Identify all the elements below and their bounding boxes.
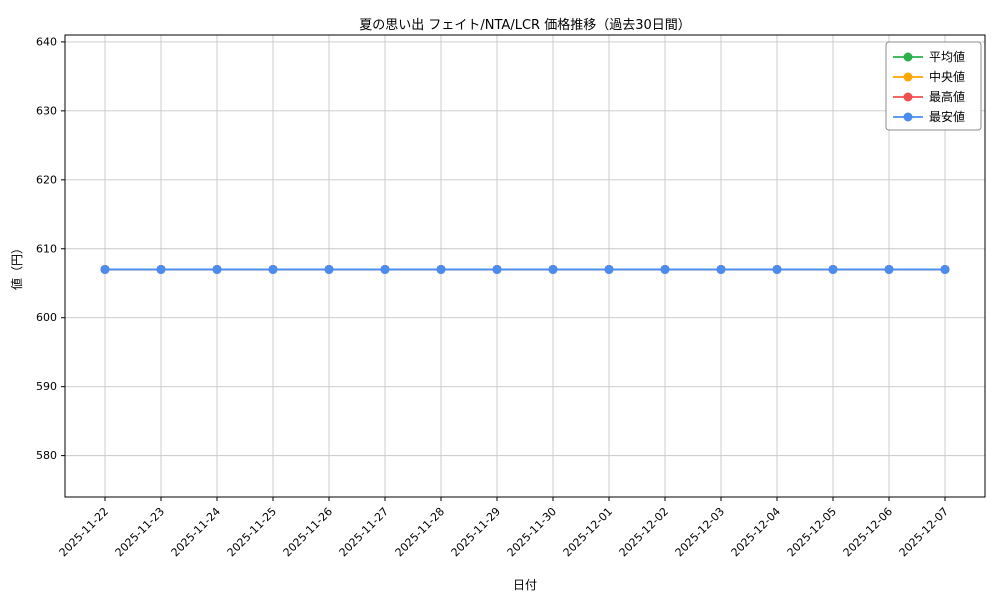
x-tick-label: 2025-12-06 [841,505,895,559]
data-point-marker [268,264,278,274]
series-最安値 [100,264,950,274]
x-tick-label: 2025-11-29 [449,505,503,559]
legend-item-平均値: 平均値 [893,49,965,64]
x-tick-label: 2025-11-24 [169,505,223,559]
x-axis-label: 日付 [512,578,537,592]
y-tick-label: 590 [36,380,57,393]
legend-marker [903,112,913,122]
legend-marker [903,72,913,82]
x-tick-label: 2025-11-26 [281,505,335,559]
x-tick-label: 2025-11-30 [505,505,559,559]
chart-title: 夏の思い出 フェイト/NTA/LCR 価格推移（過去30日間） [359,18,691,33]
x-tick-label: 2025-12-07 [897,505,951,559]
data-point-marker [100,264,110,274]
data-point-marker [772,264,782,274]
x-tick-label: 2025-12-01 [561,505,615,559]
x-tick-label: 2025-12-03 [673,505,727,559]
data-point-marker [660,264,670,274]
y-axis-ticks: 580 590 600 610 620 630 640 [36,35,65,462]
x-tick-label: 2025-11-27 [337,505,391,559]
y-tick-label: 580 [36,449,57,462]
x-tick-label: 2025-12-02 [617,505,671,559]
x-axis-ticks: 2025-11-22 2025-11-23 2025-11-24 2025-11-25… [57,497,951,559]
y-tick-label: 620 [36,173,57,186]
y-tick-label: 630 [36,104,57,117]
x-tick-label: 2025-12-04 [729,505,783,559]
data-point-marker [828,264,838,274]
data-point-marker [156,264,166,274]
data-point-marker [492,264,502,274]
y-tick-label: 600 [36,311,57,324]
x-tick-label: 2025-11-25 [225,505,279,559]
legend-label: 平均値 [929,49,965,64]
y-axis-label: 値（円） [10,242,24,291]
legend-box [885,41,982,131]
legend-item-最安値: 最安値 [893,109,965,124]
data-point-marker [436,264,446,274]
legend-label: 中央値 [929,69,965,84]
x-tick-label: 2025-12-05 [785,505,839,559]
data-point-marker [324,264,334,274]
data-point-marker [716,264,726,274]
plot-area [65,35,985,497]
y-tick-label: 610 [36,242,57,255]
data-point-marker [212,264,222,274]
legend-marker [903,92,913,102]
data-point-marker [940,264,950,274]
data-point-marker [380,264,390,274]
data-point-marker [884,264,894,274]
axes-spines [64,34,986,498]
y-tick-label: 640 [36,35,57,48]
legend-label: 最高値 [929,89,965,104]
legend-label: 最安値 [929,109,965,124]
x-tick-label: 2025-11-23 [113,505,167,559]
data-point-marker [548,264,558,274]
legend-item-中央値: 中央値 [893,69,965,84]
legend-item-最高値: 最高値 [893,89,965,104]
x-tick-label: 2025-11-28 [393,505,447,559]
data-point-marker [604,264,614,274]
legend-marker [903,52,913,62]
x-tick-label: 2025-11-22 [57,505,111,559]
